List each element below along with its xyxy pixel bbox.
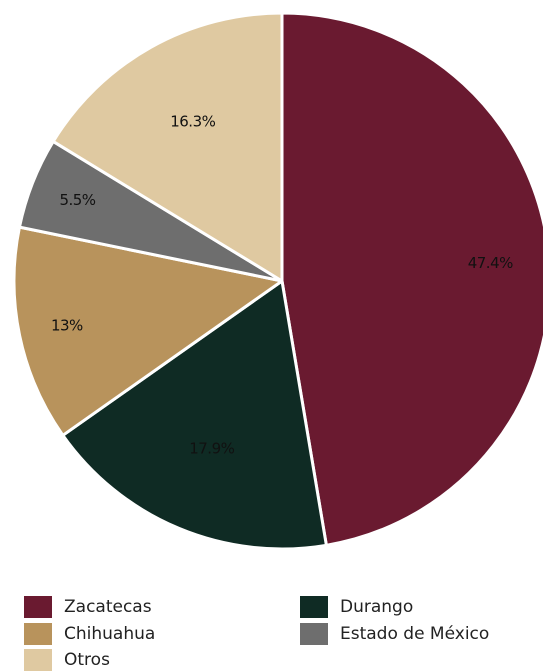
legend-swatch-otros	[24, 649, 52, 671]
pie-slice-chihuahua	[12, 225, 284, 437]
legend-item-zacatecas: Zacatecas	[24, 595, 152, 619]
legend: Zacatecas Durango Chihuahua Estado de Mé…	[24, 592, 543, 672]
slice-label-otros: 16.3%	[170, 113, 215, 131]
legend-swatch-zacatecas	[24, 596, 52, 618]
legend-swatch-estado-de-mexico	[300, 623, 328, 645]
pie-slices	[12, 11, 543, 551]
legend-swatch-durango	[300, 596, 328, 618]
legend-label-estado-de-mexico: Estado de México	[340, 624, 490, 644]
pie-slice-durango	[61, 279, 328, 551]
pie-chart: 47.4% 17.9% 13% 5.5% 16.3%	[12, 11, 543, 551]
legend-label-zacatecas: Zacatecas	[64, 597, 152, 617]
legend-item-durango: Durango	[300, 595, 413, 619]
legend-item-chihuahua: Chihuahua	[24, 622, 155, 646]
pie-slice-otros	[51, 11, 284, 283]
slice-label-zacatecas: 47.4%	[468, 254, 513, 272]
legend-item-estado-de-mexico: Estado de México	[300, 622, 489, 646]
slice-label-estado-de-mexico: 5.5%	[59, 191, 95, 209]
pie-slice-zacatecas	[280, 11, 543, 547]
slice-label-chihuahua: 13%	[51, 316, 83, 334]
slice-labels: 47.4% 17.9% 13% 5.5% 16.3%	[51, 113, 514, 458]
legend-swatch-chihuahua	[24, 623, 52, 645]
slice-label-durango: 17.9%	[189, 440, 234, 458]
legend-label-otros: Otros	[64, 650, 110, 670]
legend-item-otros: Otros	[24, 648, 110, 672]
legend-label-durango: Durango	[340, 597, 414, 617]
legend-label-chihuahua: Chihuahua	[64, 624, 156, 644]
